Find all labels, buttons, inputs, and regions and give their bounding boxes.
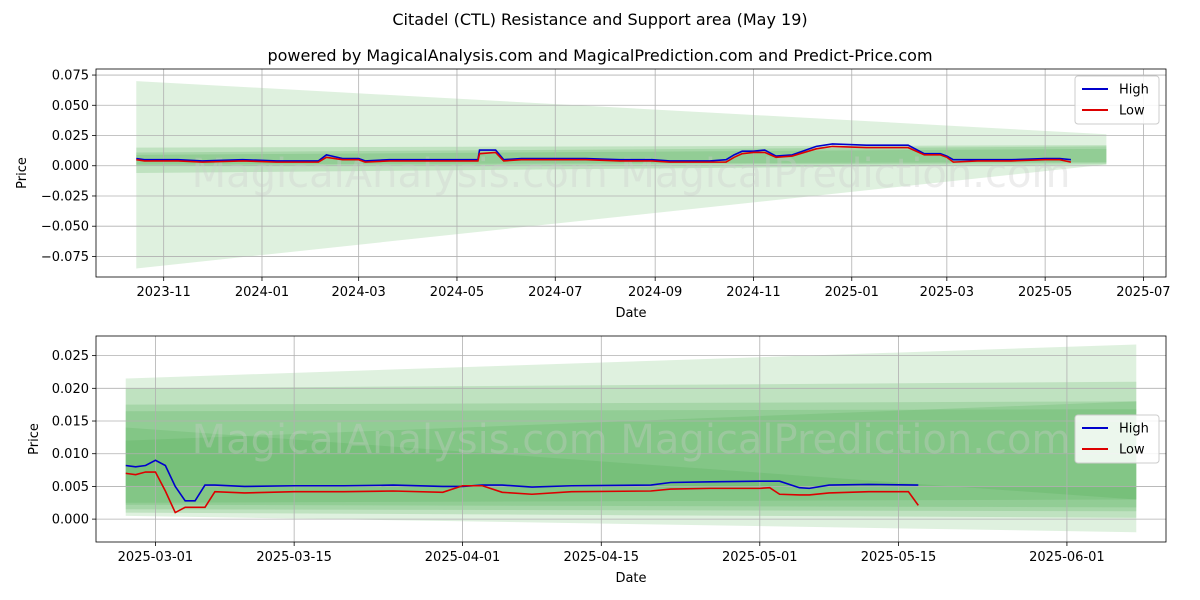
- legend-label-high: High: [1119, 422, 1149, 437]
- y-tick-label: −0.050: [41, 220, 89, 235]
- legend-label-low: Low: [1119, 104, 1145, 119]
- y-tick-label: 0.020: [52, 382, 89, 397]
- y-tick-label: 0.025: [52, 349, 89, 364]
- x-tick-label: 2025-01: [825, 285, 879, 300]
- x-tick-label: 2025-05-15: [861, 550, 937, 565]
- y-tick-label: 0.050: [52, 99, 89, 114]
- y-tick-label: −0.075: [41, 250, 89, 265]
- x-tick-label: 2025-04-15: [563, 550, 639, 565]
- x-tick-label: 2025-06-01: [1029, 550, 1105, 565]
- support-resistance-band: [125, 409, 1137, 508]
- x-tick-label: 2023-11: [137, 285, 191, 300]
- support-resistance-band: [125, 381, 1137, 518]
- y-tick-label: 0.000: [52, 513, 89, 528]
- x-tick-label: 2025-03-15: [256, 550, 332, 565]
- series-line-low: [125, 471, 919, 514]
- x-tick-label: 2024-05: [430, 285, 484, 300]
- y-axis-label: Price: [27, 423, 42, 455]
- x-tick-label: 2024-11: [726, 285, 780, 300]
- x-tick-label: 2025-05-01: [722, 550, 798, 565]
- y-tick-label: 0.015: [52, 415, 89, 430]
- support-resistance-band: [125, 401, 1137, 503]
- watermark-text: MagicalAnalysis.com MagicalPrediction.co…: [192, 417, 1071, 463]
- y-axis-label: Price: [15, 157, 30, 189]
- x-tick-label: 2025-03: [920, 285, 974, 300]
- y-tick-label: 0.075: [52, 69, 89, 84]
- chart-subtitle: powered by MagicalAnalysis.com and Magic…: [267, 46, 933, 65]
- panel-2: 2025-03-01 2025-03-15 2025-04-01 2025-04-15…: [27, 335, 1167, 586]
- legend: High Low: [1074, 75, 1160, 125]
- legend-label-high: High: [1119, 83, 1149, 98]
- y-tick-label: 0.000: [52, 159, 89, 174]
- y-tick-label: 0.005: [52, 480, 89, 495]
- x-tick-label: 2024-01: [235, 285, 289, 300]
- x-tick-label: 2024-03: [332, 285, 386, 300]
- y-tick-label: −0.025: [41, 189, 89, 204]
- x-tick-label: 2025-03-01: [118, 550, 194, 565]
- support-resistance-band: [125, 401, 1137, 512]
- series-line-low: [136, 145, 1072, 163]
- x-tick-label: 2025-07: [1116, 285, 1170, 300]
- panel-1: 2023-11 2024-01 2024-03 2024-05 2024-07 2024-…: [15, 69, 1171, 321]
- y-tick-label: 0.025: [52, 129, 89, 144]
- x-tick-label: 2024-07: [528, 285, 582, 300]
- support-resistance-band: [136, 81, 1107, 269]
- x-tick-label: 2025-04-01: [425, 550, 501, 565]
- series-line-high: [136, 143, 1072, 162]
- x-tick-label: 2024-09: [628, 285, 682, 300]
- support-resistance-band: [125, 427, 1137, 500]
- legend-label-low: Low: [1119, 443, 1145, 458]
- plot-frame: [95, 335, 1167, 543]
- plot-frame: [95, 68, 1167, 278]
- x-tick-label: 2025-05: [1018, 285, 1072, 300]
- x-axis-label: Date: [615, 306, 646, 321]
- chart-title: Citadel (CTL) Resistance and Support are…: [392, 10, 808, 29]
- x-axis-label: Date: [615, 571, 646, 586]
- legend: High Low: [1074, 414, 1160, 464]
- y-tick-label: 0.010: [52, 447, 89, 462]
